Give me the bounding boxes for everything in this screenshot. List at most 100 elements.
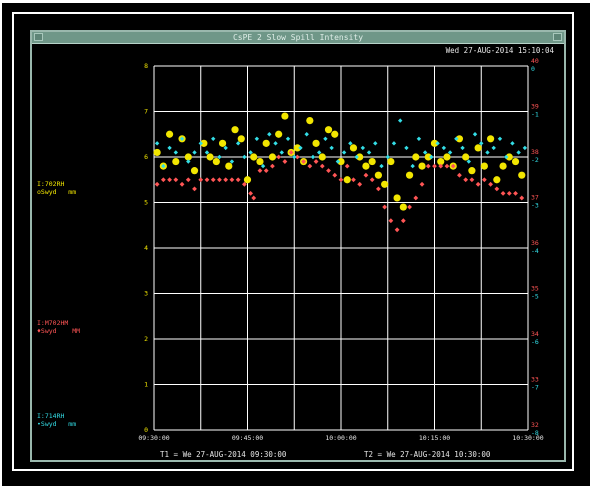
data-point-series2 [506,191,512,196]
y-tick-label-right-red: 32 [531,421,539,429]
data-point-series3 [329,145,334,151]
data-point-series3 [154,141,160,146]
data-point-series2 [223,177,229,183]
data-point-series2 [513,191,518,196]
data-point-series3 [404,145,409,151]
data-point-series3 [391,141,397,146]
data-point-series2 [344,163,350,169]
data-point-series3 [522,145,528,151]
y-tick-label-right-cyan: -6 [531,338,539,346]
data-point-series2 [179,181,185,187]
window-menu-button[interactable] [34,33,43,41]
x-tick-label: 09:45:00 [232,434,263,442]
data-point-series1 [225,162,233,170]
data-point-series2 [481,177,487,183]
data-point-series1 [505,153,513,161]
data-point-series1 [343,176,351,184]
data-point-series1 [349,144,358,152]
data-point-series2 [400,218,406,224]
data-point-series3 [323,136,328,141]
data-point-series2 [204,177,210,183]
data-point-series1 [184,153,192,161]
data-point-series1 [412,153,420,161]
data-point-series1 [212,157,220,166]
data-point-series1 [268,153,277,161]
data-point-series1 [381,180,389,188]
data-point-series1 [243,176,252,184]
data-point-series2 [432,163,437,169]
data-point-series2 [363,172,369,178]
data-point-series1 [293,144,301,152]
data-point-series1 [468,167,476,175]
y-tick-label-right-cyan: -5 [531,293,539,301]
window-titlebar[interactable]: CsPE 2 Slow Spill Intensity [32,32,564,44]
y-tick-label-left: 8 [144,62,148,70]
data-point-series1 [337,157,345,166]
data-point-series3 [360,145,366,151]
data-point-series3 [316,150,322,155]
data-point-series1 [462,153,470,161]
data-point-series1 [312,139,320,147]
data-point-series3 [335,159,341,164]
legend-series1-unit: oSwyd mm [37,188,77,196]
data-point-series3 [510,141,515,146]
data-point-series3 [248,150,253,155]
data-point-series3 [173,150,179,155]
data-point-series3 [479,141,484,146]
window-maximize-button[interactable] [553,33,562,41]
data-point-series2 [313,159,319,164]
data-point-series2 [500,191,506,196]
data-point-series2 [282,159,288,164]
data-point-series2 [154,181,160,187]
footer-t1: T1 = We 27-AUG-2014 09:30:00 [160,450,287,459]
legend-series2-name: I:M702HM [37,319,69,327]
data-point-series2 [276,154,282,160]
data-point-series2 [463,177,469,183]
data-point-series2 [229,177,235,183]
data-point-series2 [235,177,241,183]
data-point-series2 [263,168,269,174]
y-tick-label-right-cyan: 0 [531,65,535,73]
data-point-series3 [460,145,465,151]
data-point-series2 [425,163,431,169]
data-point-series2 [351,177,356,183]
legend-series2-unit: ♦Swyd MM [37,327,81,335]
y-tick-label-left: 1 [144,381,148,389]
data-point-series2 [192,186,197,192]
data-point-series2 [494,186,500,192]
data-point-series1 [393,194,401,202]
data-point-series2 [167,177,172,183]
data-point-series2 [160,177,166,183]
data-point-series1 [262,139,270,147]
data-point-series3 [285,136,291,141]
y-tick-label-right-cyan: -7 [531,384,539,392]
data-point-series2 [394,227,400,233]
data-point-series3 [485,150,490,155]
data-point-series2 [326,168,331,174]
data-point-series2 [319,163,325,169]
data-point-series2 [469,177,475,183]
data-point-series3 [192,150,197,155]
data-point-series1 [231,126,239,134]
data-point-series3 [441,145,447,151]
data-point-series3 [341,150,347,155]
y-tick-label-right-red: 40 [531,57,539,65]
y-tick-label-left: 5 [144,199,148,207]
data-point-series3 [497,136,503,141]
data-point-series1 [281,112,289,120]
data-point-series3 [416,136,422,141]
data-point-series3 [466,159,471,164]
y-tick-label-right-cyan: -4 [531,247,539,255]
data-point-series3 [373,141,378,146]
footer-t2: T2 = We 27-AUG-2014 10:30:00 [364,450,491,459]
data-point-series3 [229,159,235,164]
data-point-series3 [254,136,260,141]
data-point-series2 [444,163,450,169]
data-point-series2 [457,172,462,178]
data-point-series1 [405,171,414,179]
data-point-series3 [279,150,284,155]
data-point-series1 [324,126,333,134]
data-point-series3 [435,141,440,146]
data-point-series1 [318,153,326,161]
data-point-series3 [348,141,353,146]
